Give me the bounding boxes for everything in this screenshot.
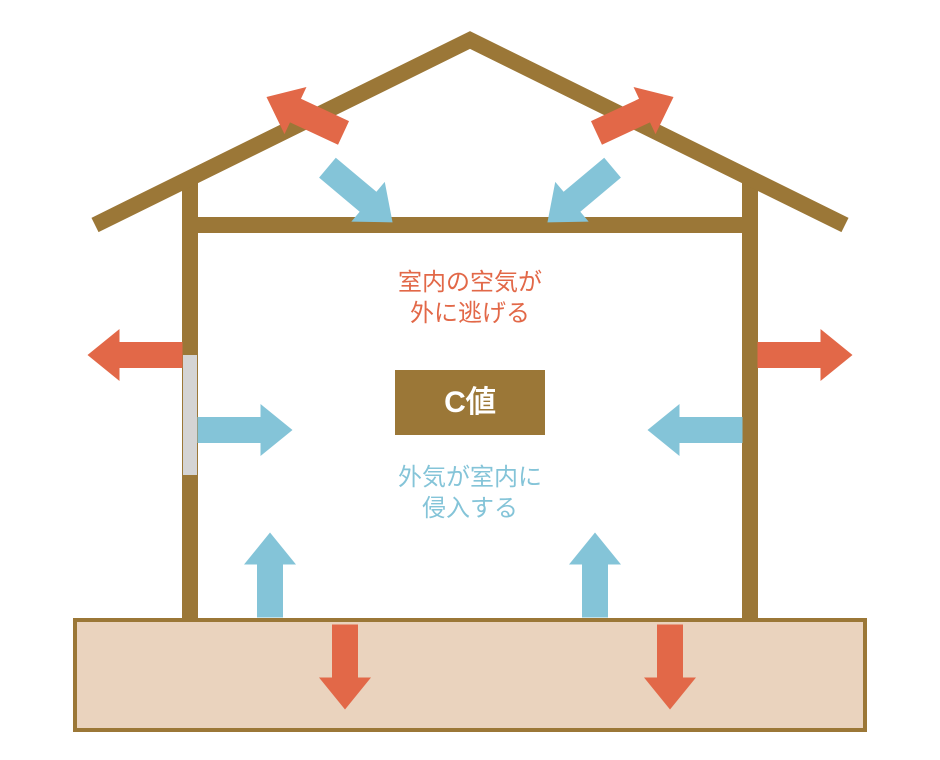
- title-label: C値: [444, 386, 496, 419]
- house-airflow-diagram: C値室内の空気が外に逃げる外気が室内に侵入する: [0, 0, 940, 760]
- window: [183, 355, 197, 475]
- ground: [75, 620, 865, 730]
